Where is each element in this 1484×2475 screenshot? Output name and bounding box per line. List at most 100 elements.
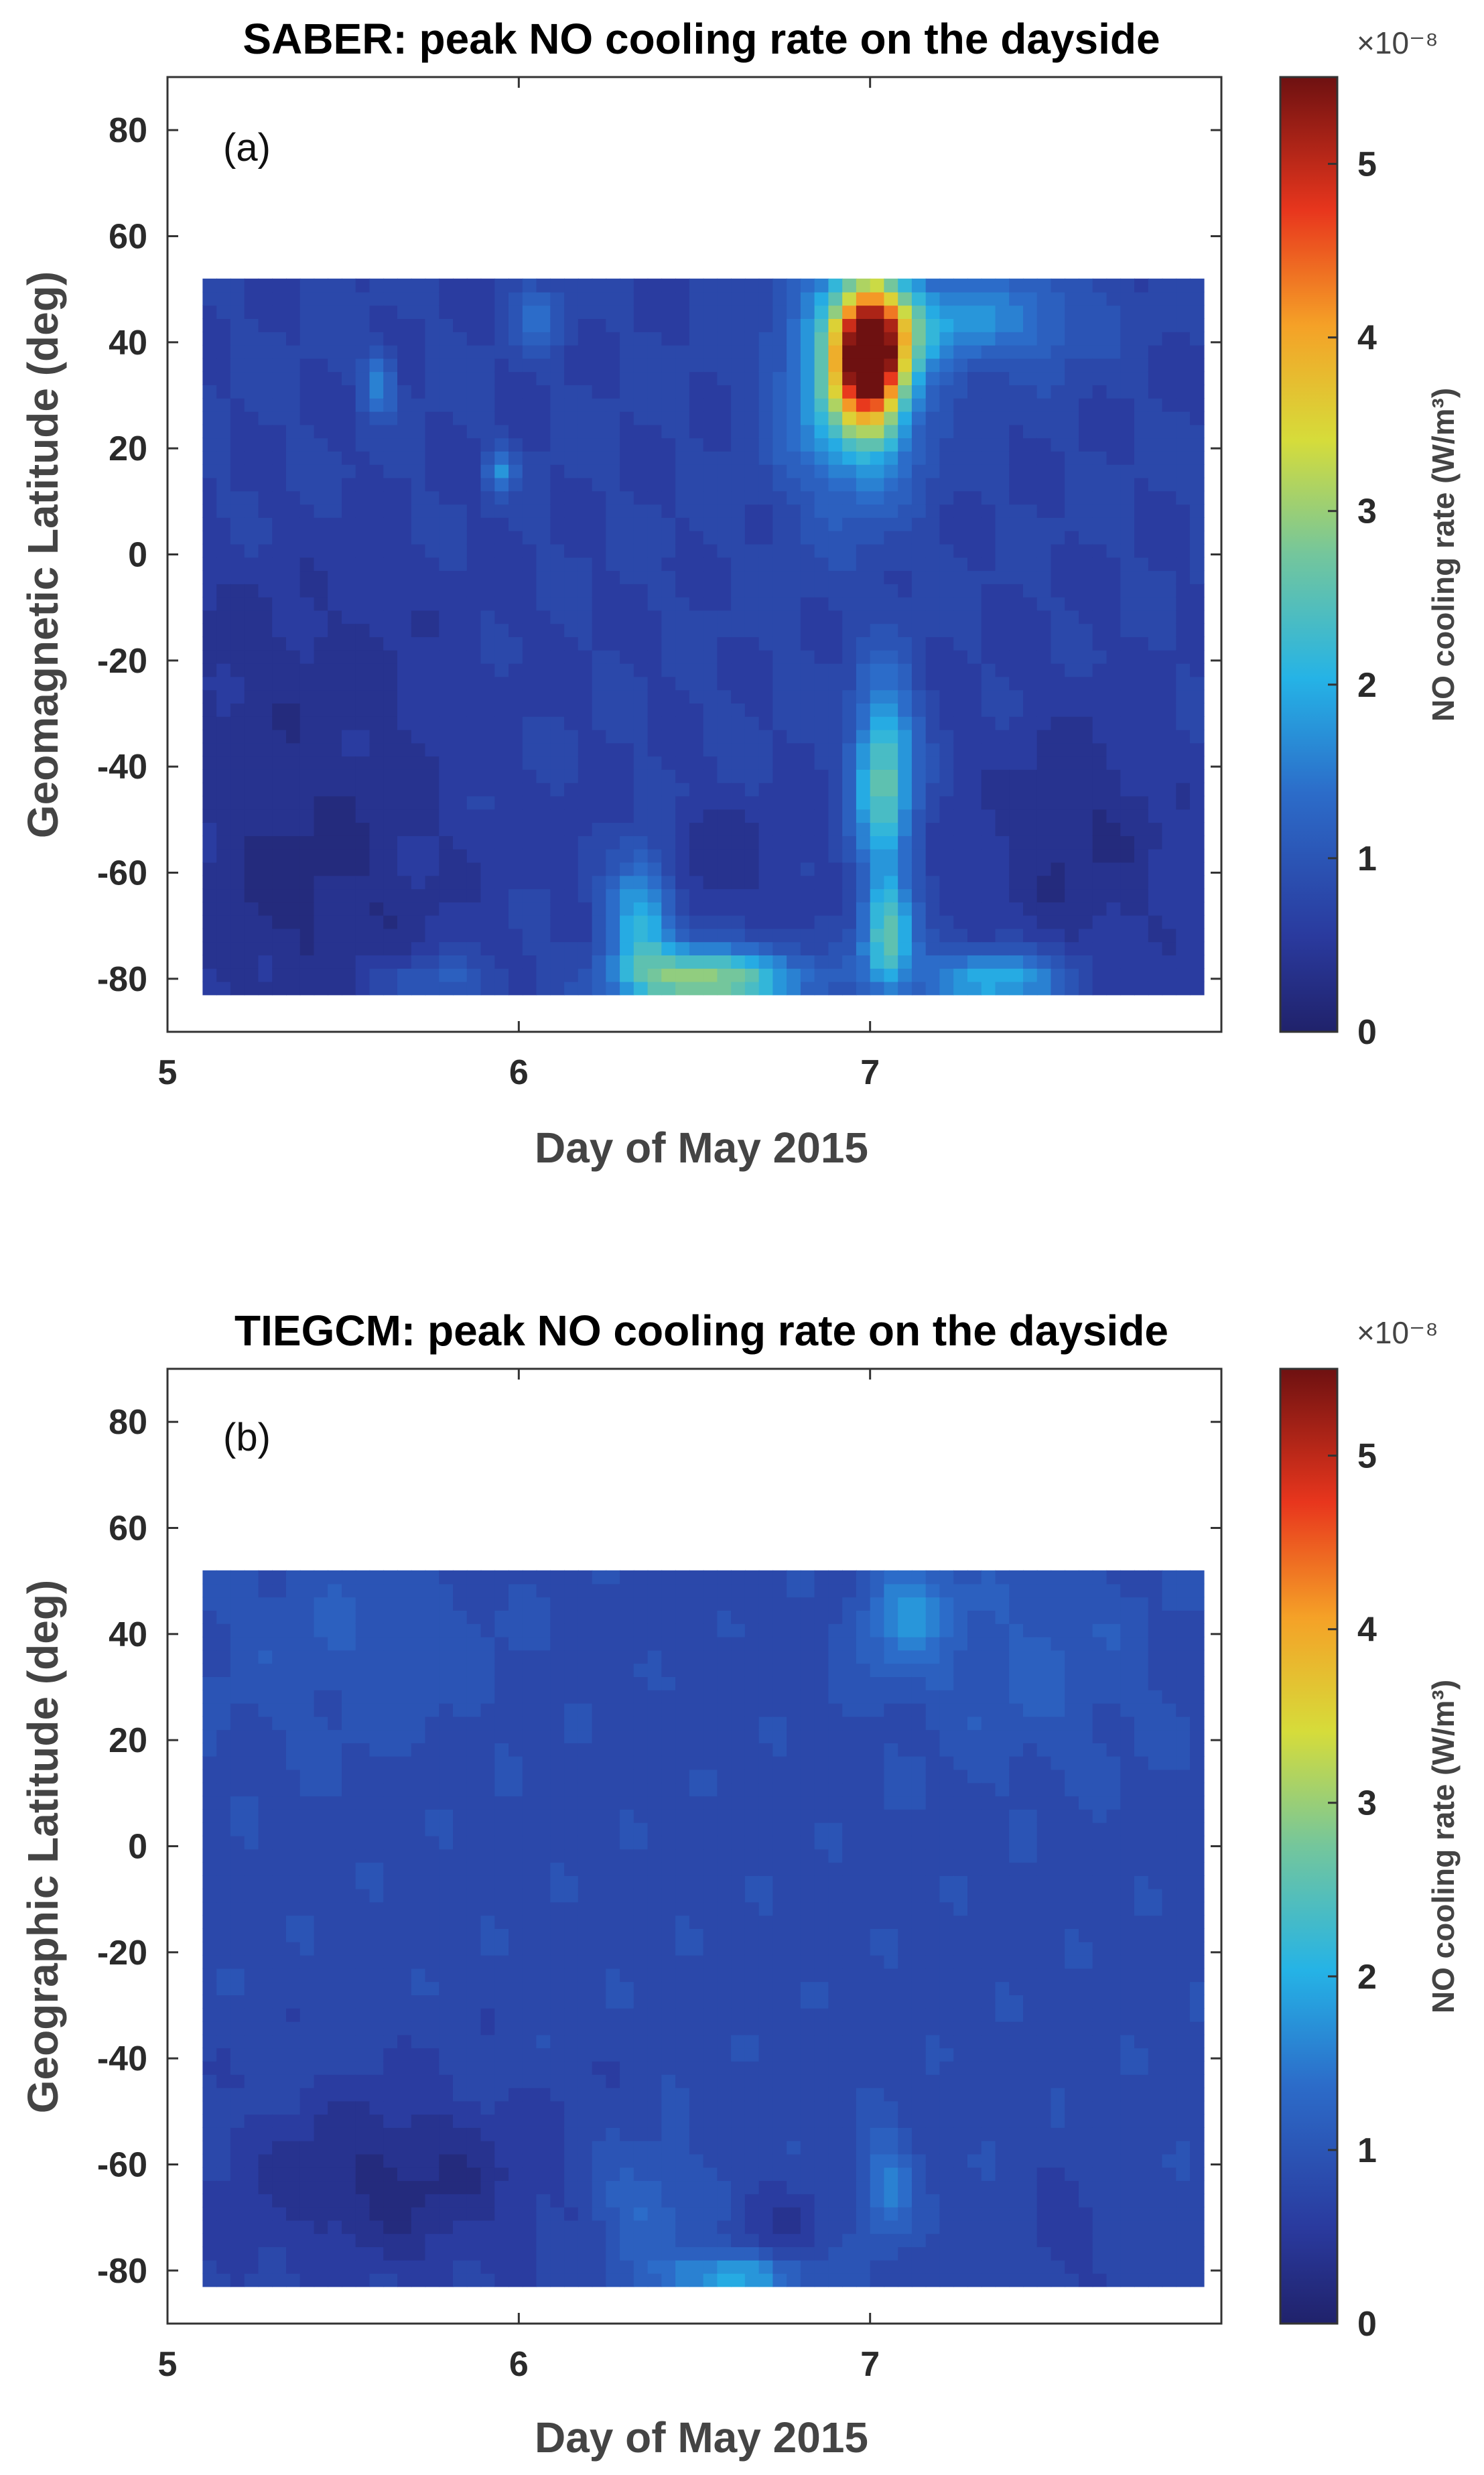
heatmap-cell-a-2560 [856, 689, 871, 704]
heatmap-cell-a-2003 [717, 915, 732, 929]
heatmap-cell-b-472 [314, 1743, 329, 1757]
heatmap-cell-a-3793 [1176, 809, 1191, 823]
heatmap-cell-a-1299 [536, 941, 551, 955]
heatmap-cell-b-646 [355, 1583, 370, 1598]
heatmap-cell-b-768 [397, 2114, 412, 2128]
heatmap-cell-a-2092 [731, 451, 746, 465]
heatmap-cell-a-427 [299, 332, 315, 346]
heatmap-cell-a-3037 [981, 809, 996, 823]
heatmap-cell-a-1187 [494, 278, 509, 293]
heatmap-cell-a-2615 [870, 676, 885, 691]
heatmap-cell-b-270 [272, 2273, 287, 2287]
heatmap-cell-a-1312 [536, 769, 551, 783]
heatmap-cell-a-2775 [911, 703, 927, 717]
heatmap-cell-a-629 [355, 517, 370, 531]
heatmap-cell-a-1823 [661, 438, 676, 452]
heatmap-cell-a-1055 [466, 596, 482, 611]
heatmap-cell-a-213 [244, 305, 259, 319]
heatmap-cell-a-450 [314, 742, 329, 757]
heatmap-cell-a-1584 [606, 742, 620, 757]
heatmap-cell-a-907 [425, 411, 440, 425]
heatmap-cell-a-3579 [1120, 782, 1135, 797]
heatmap-cell-a-2767 [911, 809, 927, 823]
heatmap-cell-b-216 [258, 2273, 273, 2287]
heatmap-cell-b-146 [230, 1769, 245, 1784]
heatmap-cell-a-1136 [494, 955, 509, 969]
heatmap-cell-a-2769 [911, 782, 927, 797]
heatmap-cell-b-171 [244, 2153, 259, 2168]
heatmap-cell-b-982 [453, 2140, 468, 2155]
heatmap-cell-a-1099 [480, 729, 496, 744]
heatmap-cell-a-2594 [870, 955, 885, 969]
heatmap-cell-a-810 [411, 981, 426, 996]
heatmap-cell-a-685 [369, 490, 385, 505]
heatmap-cell-a-747 [383, 385, 398, 399]
heatmap-cell-a-2648 [884, 955, 898, 969]
heatmap-cell-a-2252 [772, 477, 787, 492]
heatmap-cell-b-328 [286, 2220, 301, 2234]
heatmap-cell-a-156 [230, 344, 245, 359]
heatmap-cell-b-548 [342, 2167, 356, 2182]
heatmap-cell-a-763 [397, 888, 412, 902]
heatmap-cell-a-3733 [1162, 888, 1177, 902]
heatmap-cell-a-2467 [828, 490, 843, 505]
heatmap-cell-a-3788 [1176, 875, 1191, 890]
heatmap-cell-a-3798 [1176, 742, 1191, 757]
heatmap-cell-a-3471 [1092, 782, 1107, 797]
heatmap-cell-a-297 [272, 623, 287, 637]
heatmap-cell-a-1567 [606, 968, 620, 982]
heatmap-cell-a-3655 [1134, 490, 1149, 505]
heatmap-cell-a-1262 [522, 716, 537, 730]
heatmap-cell-b-525 [328, 1755, 342, 1770]
heatmap-cell-b-437 [314, 2206, 329, 2221]
heatmap-cell-a-2447 [828, 756, 843, 770]
heatmap-cell-a-3358 [1065, 848, 1079, 863]
heatmap-cell-a-1507 [578, 332, 593, 346]
heatmap-cell-a-1686 [633, 822, 649, 836]
heatmap-cell-a-1590 [606, 663, 620, 677]
heatmap-cell-a-904 [425, 451, 440, 465]
heatmap-cell-b-367 [286, 1702, 301, 1717]
heatmap-cell-a-1464 [578, 902, 593, 916]
heatmap-cell-a-2495 [842, 835, 857, 850]
heatmap-cell-b-183 [244, 1995, 259, 2009]
heatmap-cell-a-270 [272, 981, 287, 996]
heatmap-cell-a-3460 [1092, 928, 1107, 943]
heatmap-cell-b-883 [425, 2021, 440, 2035]
heatmap-cell-a-1385 [550, 517, 565, 531]
heatmap-cell-a-772 [397, 769, 412, 783]
heatmap-cell-a-1580 [606, 795, 620, 810]
heatmap-cell-b-497 [328, 2127, 342, 2141]
heatmap-cell-b-151 [230, 1702, 245, 1717]
heatmap-cell-a-2273 [787, 915, 801, 929]
heatmap-cell-a-1804 [661, 689, 676, 704]
heatmap-cell-b-230 [258, 2087, 273, 2102]
heatmap-cell-a-588 [342, 344, 356, 359]
heatmap-cell-a-507 [328, 703, 342, 717]
heatmap-cell-a-707 [383, 915, 398, 929]
heatmap-cell-a-380 [299, 955, 315, 969]
heatmap-cell-a-2382 [814, 902, 829, 916]
heatmap-cell-a-1196 [509, 875, 523, 890]
heatmap-cell-a-3842 [1190, 875, 1205, 890]
heatmap-cell-b-850 [411, 1743, 426, 1757]
heatmap-cell-b-238 [258, 1981, 273, 1995]
heatmap-cell-a-1296 [536, 981, 551, 996]
heatmap-cell-a-714 [383, 822, 398, 836]
heatmap-cell-a-2634 [870, 424, 885, 439]
heatmap-cell-b-481 [314, 1623, 329, 1637]
heatmap-cell-a-3148 [1009, 769, 1024, 783]
heatmap-cell-a-2866 [939, 928, 954, 943]
heatmap-cell-a-126 [230, 742, 245, 757]
heatmap-cell-a-1232 [509, 398, 523, 412]
heatmap-cell-a-3683 [1148, 835, 1163, 850]
heatmap-cell-a-3050 [981, 637, 996, 651]
heatmap-cell-a-1996 [703, 291, 718, 306]
heatmap-cell-a-712 [383, 848, 398, 863]
heatmap-cell-b-771 [397, 2074, 412, 2088]
heatmap-cell-a-3402 [1079, 981, 1093, 996]
heatmap-cell-a-327 [286, 941, 301, 955]
heatmap-cell-a-697 [369, 332, 385, 346]
heatmap-cell-a-2045 [717, 358, 732, 373]
heatmap-cell-a-1275 [522, 543, 537, 558]
